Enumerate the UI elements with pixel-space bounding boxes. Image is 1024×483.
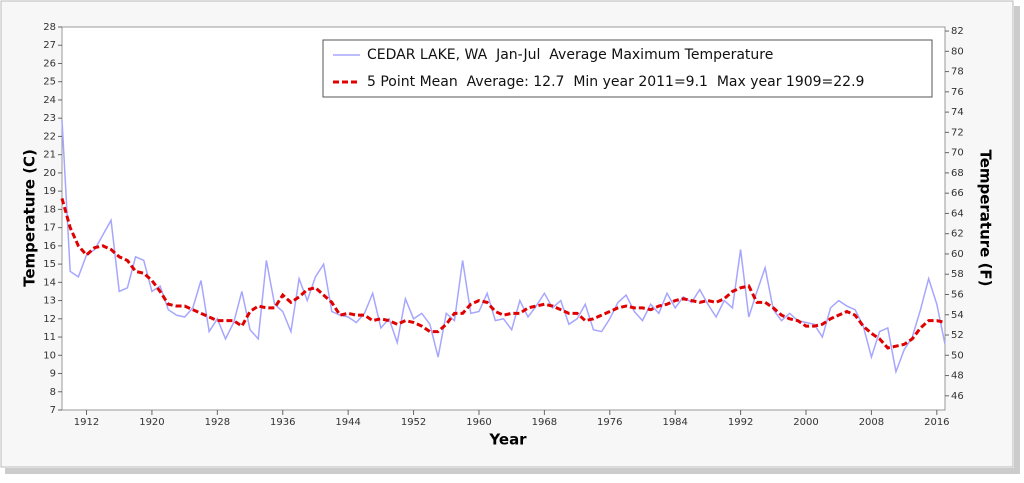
x-tick-label: 2000 (793, 417, 818, 428)
y-tick-label: 8 (50, 387, 56, 398)
series-line (60, 198, 946, 350)
y-tick-label: 15 (43, 259, 56, 270)
y2-tick-label: 50 (951, 350, 964, 361)
y2-tick-label: 54 (951, 310, 964, 321)
y2-tick-label: 60 (951, 249, 964, 260)
y2-tick-label: 70 (951, 148, 964, 159)
x-tick-label: 2008 (859, 417, 884, 428)
y-tick-label: 12 (43, 314, 56, 325)
x-tick-label: 1920 (139, 417, 164, 428)
y2-tick-label: 58 (951, 269, 964, 280)
y2-axis-title: Temperature (F) (977, 149, 995, 286)
y2-tick-label: 52 (951, 330, 964, 341)
x-tick-label: 1984 (662, 417, 687, 428)
y2-tick-label: 72 (951, 127, 964, 138)
y-tick-label: 18 (43, 204, 56, 215)
x-tick-label: 1952 (401, 417, 426, 428)
x-tick-label: 1968 (532, 417, 557, 428)
y-tick-label: 16 (43, 241, 56, 252)
x-tick-label: 1992 (728, 417, 753, 428)
x-tick-label: 1944 (335, 417, 360, 428)
x-axis-title: Year (488, 431, 527, 449)
x-tick-label: 1976 (597, 417, 622, 428)
x-tick-label: 1928 (205, 417, 230, 428)
y2-tick-label: 80 (951, 46, 964, 57)
y-tick-label: 20 (43, 168, 56, 179)
y2-tick-label: 46 (951, 391, 964, 402)
y2-tick-label: 48 (951, 371, 964, 382)
y-tick-label: 19 (43, 186, 56, 197)
y-tick-label: 27 (43, 40, 56, 51)
y-tick-label: 28 (43, 22, 56, 33)
y2-tick-label: 78 (951, 67, 964, 78)
frame-shadow (5, 468, 1017, 474)
x-tick-label: 1912 (74, 417, 99, 428)
y-tick-label: 24 (43, 95, 56, 106)
x-tick-label: 2016 (924, 417, 949, 428)
y-tick-label: 14 (43, 277, 56, 288)
y-tick-label: 25 (43, 77, 56, 88)
y-tick-label: 23 (43, 113, 56, 124)
y-tick-label: 11 (43, 332, 56, 343)
y2-tick-label: 64 (951, 208, 964, 219)
y-tick-label: 26 (43, 58, 56, 69)
y-tick-label: 13 (43, 296, 56, 307)
y2-tick-label: 68 (951, 168, 964, 179)
x-tick-label: 1960 (466, 417, 491, 428)
y2-tick-label: 74 (951, 107, 964, 118)
y-tick-label: 22 (43, 131, 56, 142)
y-tick-label: 17 (43, 223, 56, 234)
y-tick-label: 10 (43, 350, 56, 361)
legend-label: CEDAR LAKE, WA Jan-Jul Average Maximum T… (367, 47, 773, 63)
y-tick-label: 7 (50, 405, 56, 416)
y2-tick-label: 66 (951, 188, 964, 199)
y2-tick-label: 82 (951, 26, 964, 37)
y-tick-label: 9 (50, 369, 56, 380)
y2-tick-label: 56 (951, 289, 964, 300)
frame-shadow (1014, 6, 1020, 474)
x-tick-label: 1936 (270, 417, 295, 428)
y-axis-title: Temperature (C) (21, 149, 39, 287)
legend-label: 5 Point Mean Average: 12.7 Min year 2011… (367, 74, 864, 90)
y-tick-label: 21 (43, 150, 56, 161)
y2-tick-label: 76 (951, 87, 964, 98)
legend (322, 39, 933, 98)
y2-tick-label: 62 (951, 229, 964, 240)
